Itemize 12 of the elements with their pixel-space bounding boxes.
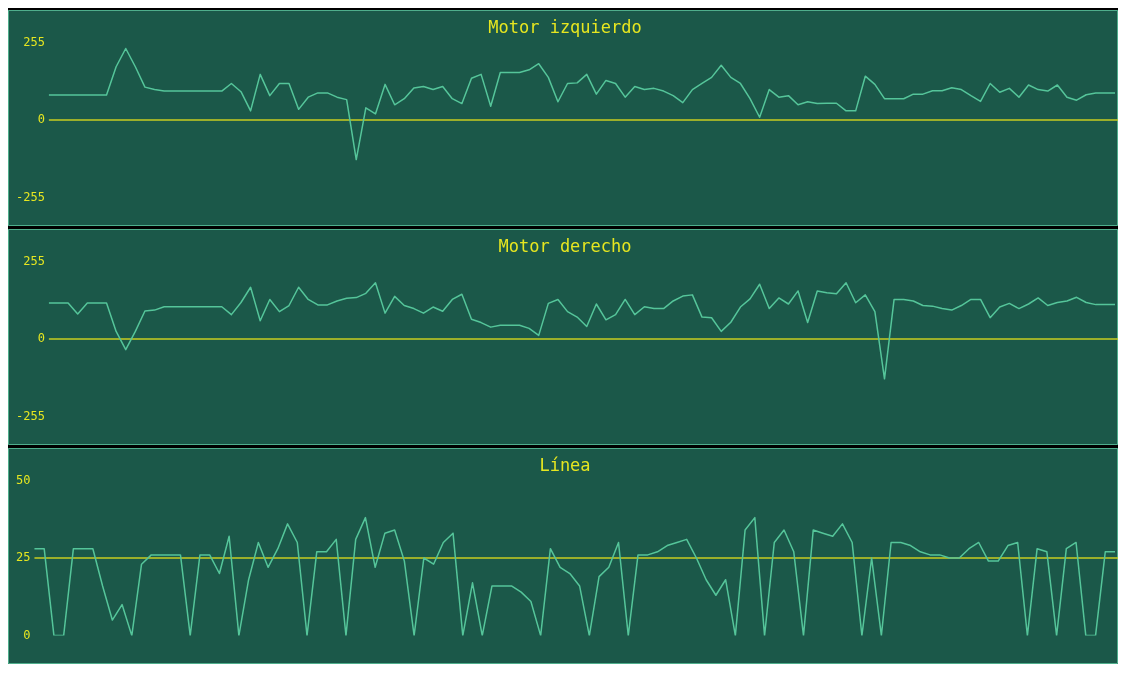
y-tick-label: 0 [37,331,45,346]
chart-title: Línea [539,454,591,475]
y-tick-label: 255 [23,253,45,268]
y-tick-label: 25 [16,550,31,565]
chart-title: Motor derecho [498,235,632,256]
y-tick-label: 50 [16,472,31,487]
chart-title: Motor izquierdo [488,16,642,37]
y-tick-label: -255 [15,189,45,204]
y-tick-label: 0 [37,112,45,127]
y-tick-label: 0 [23,627,31,642]
y-tick-label: -255 [15,408,45,423]
y-tick-label: 255 [23,34,45,49]
